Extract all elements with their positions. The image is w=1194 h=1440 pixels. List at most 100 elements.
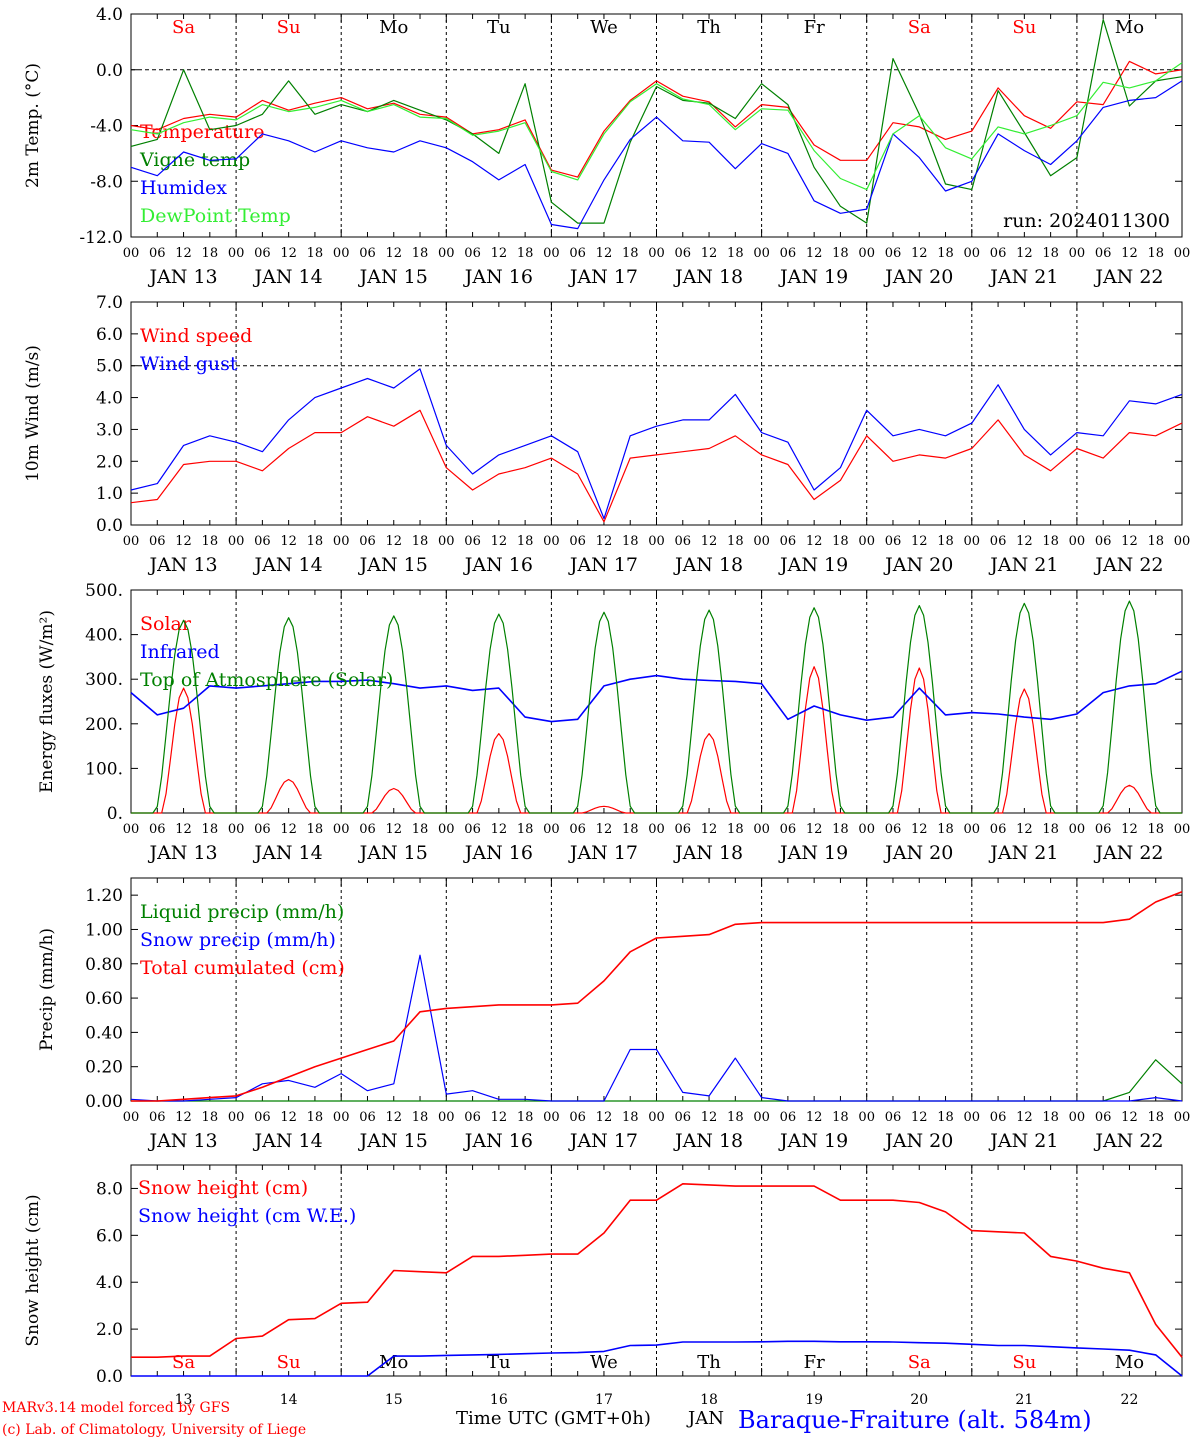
date-label: JAN 19 xyxy=(778,1130,848,1152)
hour-tick-label: 00 xyxy=(1069,534,1086,549)
hour-tick-label: 12 xyxy=(806,534,823,549)
hour-tick-label: 18 xyxy=(727,534,744,549)
hour-tick-label: 06 xyxy=(780,822,797,837)
hour-tick-label: 12 xyxy=(596,1110,613,1125)
y-tick-label: 0.40 xyxy=(85,1023,123,1043)
y-tick-label: 400. xyxy=(85,626,123,646)
weekday-label: Su xyxy=(277,1352,301,1373)
hour-tick-label: 06 xyxy=(254,534,271,549)
weekday-label: Sa xyxy=(172,17,195,38)
hour-tick-label: 00 xyxy=(333,534,350,549)
weekday-label: Mo xyxy=(379,17,408,38)
date-label: JAN 20 xyxy=(883,842,953,864)
hour-tick-label: 18 xyxy=(727,822,744,837)
date-label: JAN 16 xyxy=(463,266,533,288)
hour-tick-label: 12 xyxy=(385,1110,402,1125)
hour-tick-label: 12 xyxy=(280,822,297,837)
date-label: JAN 13 xyxy=(147,1130,217,1152)
series-line-red xyxy=(130,409,1183,523)
hour-tick-label: 18 xyxy=(517,246,534,261)
hour-tick-label: 06 xyxy=(990,1110,1007,1125)
hour-tick-label: 00 xyxy=(333,246,350,261)
date-label: JAN 21 xyxy=(988,1130,1058,1152)
date-label: JAN 20 xyxy=(883,1130,953,1152)
hour-tick-label: 18 xyxy=(1147,1110,1164,1125)
date-label: JAN 20 xyxy=(883,266,953,288)
hour-tick-label: 12 xyxy=(596,822,613,837)
hour-tick-label: 06 xyxy=(675,822,692,837)
model-credit: MARv3.14 model forced by GFS xyxy=(2,1400,230,1416)
hour-tick-label: 18 xyxy=(622,822,639,837)
weekday-label: Tu xyxy=(487,1352,511,1373)
y-tick-label: 0.0 xyxy=(96,1367,123,1387)
hour-tick-label: 06 xyxy=(569,822,586,837)
weekday-label: Sa xyxy=(908,1352,931,1373)
y-tick-label: 0.00 xyxy=(85,1092,123,1112)
y-tick-label: 6.0 xyxy=(96,325,123,345)
series-line-blue xyxy=(131,1340,1183,1377)
y-tick-label: 1.00 xyxy=(85,920,123,940)
hour-tick-label: 18 xyxy=(937,246,954,261)
date-label: JAN 17 xyxy=(568,842,638,864)
y-axis-label: 2m Temp. (°C) xyxy=(23,63,43,188)
run-annotation: run: 2024011300 xyxy=(1003,210,1170,232)
hour-tick-label: 12 xyxy=(1121,1110,1138,1125)
hour-tick-label: 06 xyxy=(149,246,166,261)
hour-tick-label: 18 xyxy=(412,534,429,549)
hour-tick-label: 12 xyxy=(280,534,297,549)
day-number-label: 14 xyxy=(280,1392,298,1408)
y-tick-label: 1.20 xyxy=(85,886,123,906)
y-tick-label: 7.0 xyxy=(96,293,123,313)
hour-tick-label: 18 xyxy=(727,1110,744,1125)
hour-tick-label: 06 xyxy=(885,822,902,837)
hour-tick-label: 06 xyxy=(675,1110,692,1125)
hour-tick-label: 06 xyxy=(149,534,166,549)
y-tick-label: 4.0 xyxy=(96,389,123,409)
date-label: JAN 17 xyxy=(568,1130,638,1152)
y-tick-label: 0.20 xyxy=(85,1058,123,1078)
date-label: JAN 18 xyxy=(673,842,743,864)
series-line-green xyxy=(130,19,1183,224)
hour-tick-label: 06 xyxy=(464,822,481,837)
date-label: JAN 21 xyxy=(988,842,1058,864)
legend-entry: Solar xyxy=(140,613,192,635)
legend-entry: Infrared xyxy=(140,641,220,663)
hour-tick-label: 06 xyxy=(464,246,481,261)
hour-tick-label: 00 xyxy=(1069,1110,1086,1125)
hour-tick-label: 18 xyxy=(202,246,219,261)
date-label: JAN 18 xyxy=(673,1130,743,1152)
weekday-label: Su xyxy=(277,17,301,38)
legend-entry: Humidex xyxy=(140,177,227,199)
y-tick-label: 6.0 xyxy=(96,1226,123,1246)
month-label: JAN xyxy=(686,1408,724,1429)
hour-tick-label: 12 xyxy=(701,1110,718,1125)
hour-tick-label: 00 xyxy=(1174,822,1191,837)
date-label: JAN 17 xyxy=(568,266,638,288)
hour-tick-label: 12 xyxy=(701,246,718,261)
legend-entry: Top of Atmosphere (Solar) xyxy=(140,669,393,691)
hour-tick-label: 00 xyxy=(333,822,350,837)
day-number-label: 21 xyxy=(1015,1392,1033,1408)
date-label: JAN 18 xyxy=(673,266,743,288)
date-label: JAN 13 xyxy=(147,554,217,576)
date-label: JAN 13 xyxy=(147,266,217,288)
date-label: JAN 15 xyxy=(358,266,428,288)
date-label: JAN 14 xyxy=(253,842,323,864)
hour-tick-label: 18 xyxy=(1147,246,1164,261)
plot-frame xyxy=(130,301,1183,526)
hour-tick-label: 00 xyxy=(964,822,981,837)
date-label: JAN 21 xyxy=(988,266,1058,288)
hour-tick-label: 12 xyxy=(491,1110,508,1125)
hour-tick-label: 00 xyxy=(123,246,140,261)
hour-tick-label: 00 xyxy=(753,822,770,837)
hour-tick-label: 00 xyxy=(228,1110,245,1125)
legend-entry: Liquid precip (mm/h) xyxy=(140,901,344,923)
hour-tick-label: 00 xyxy=(333,1110,350,1125)
chart-panel-2: 7.0 6.0 5.0 4.0 3.0 2.0 1.0 0.0 10m Wind (m/s) 00… xyxy=(23,293,1190,576)
date-label: JAN 18 xyxy=(673,554,743,576)
hour-tick-label: 12 xyxy=(175,534,192,549)
y-axis-label: Precip (mm/h) xyxy=(37,928,57,1051)
hour-tick-label: 18 xyxy=(412,822,429,837)
hour-tick-label: 18 xyxy=(307,246,324,261)
